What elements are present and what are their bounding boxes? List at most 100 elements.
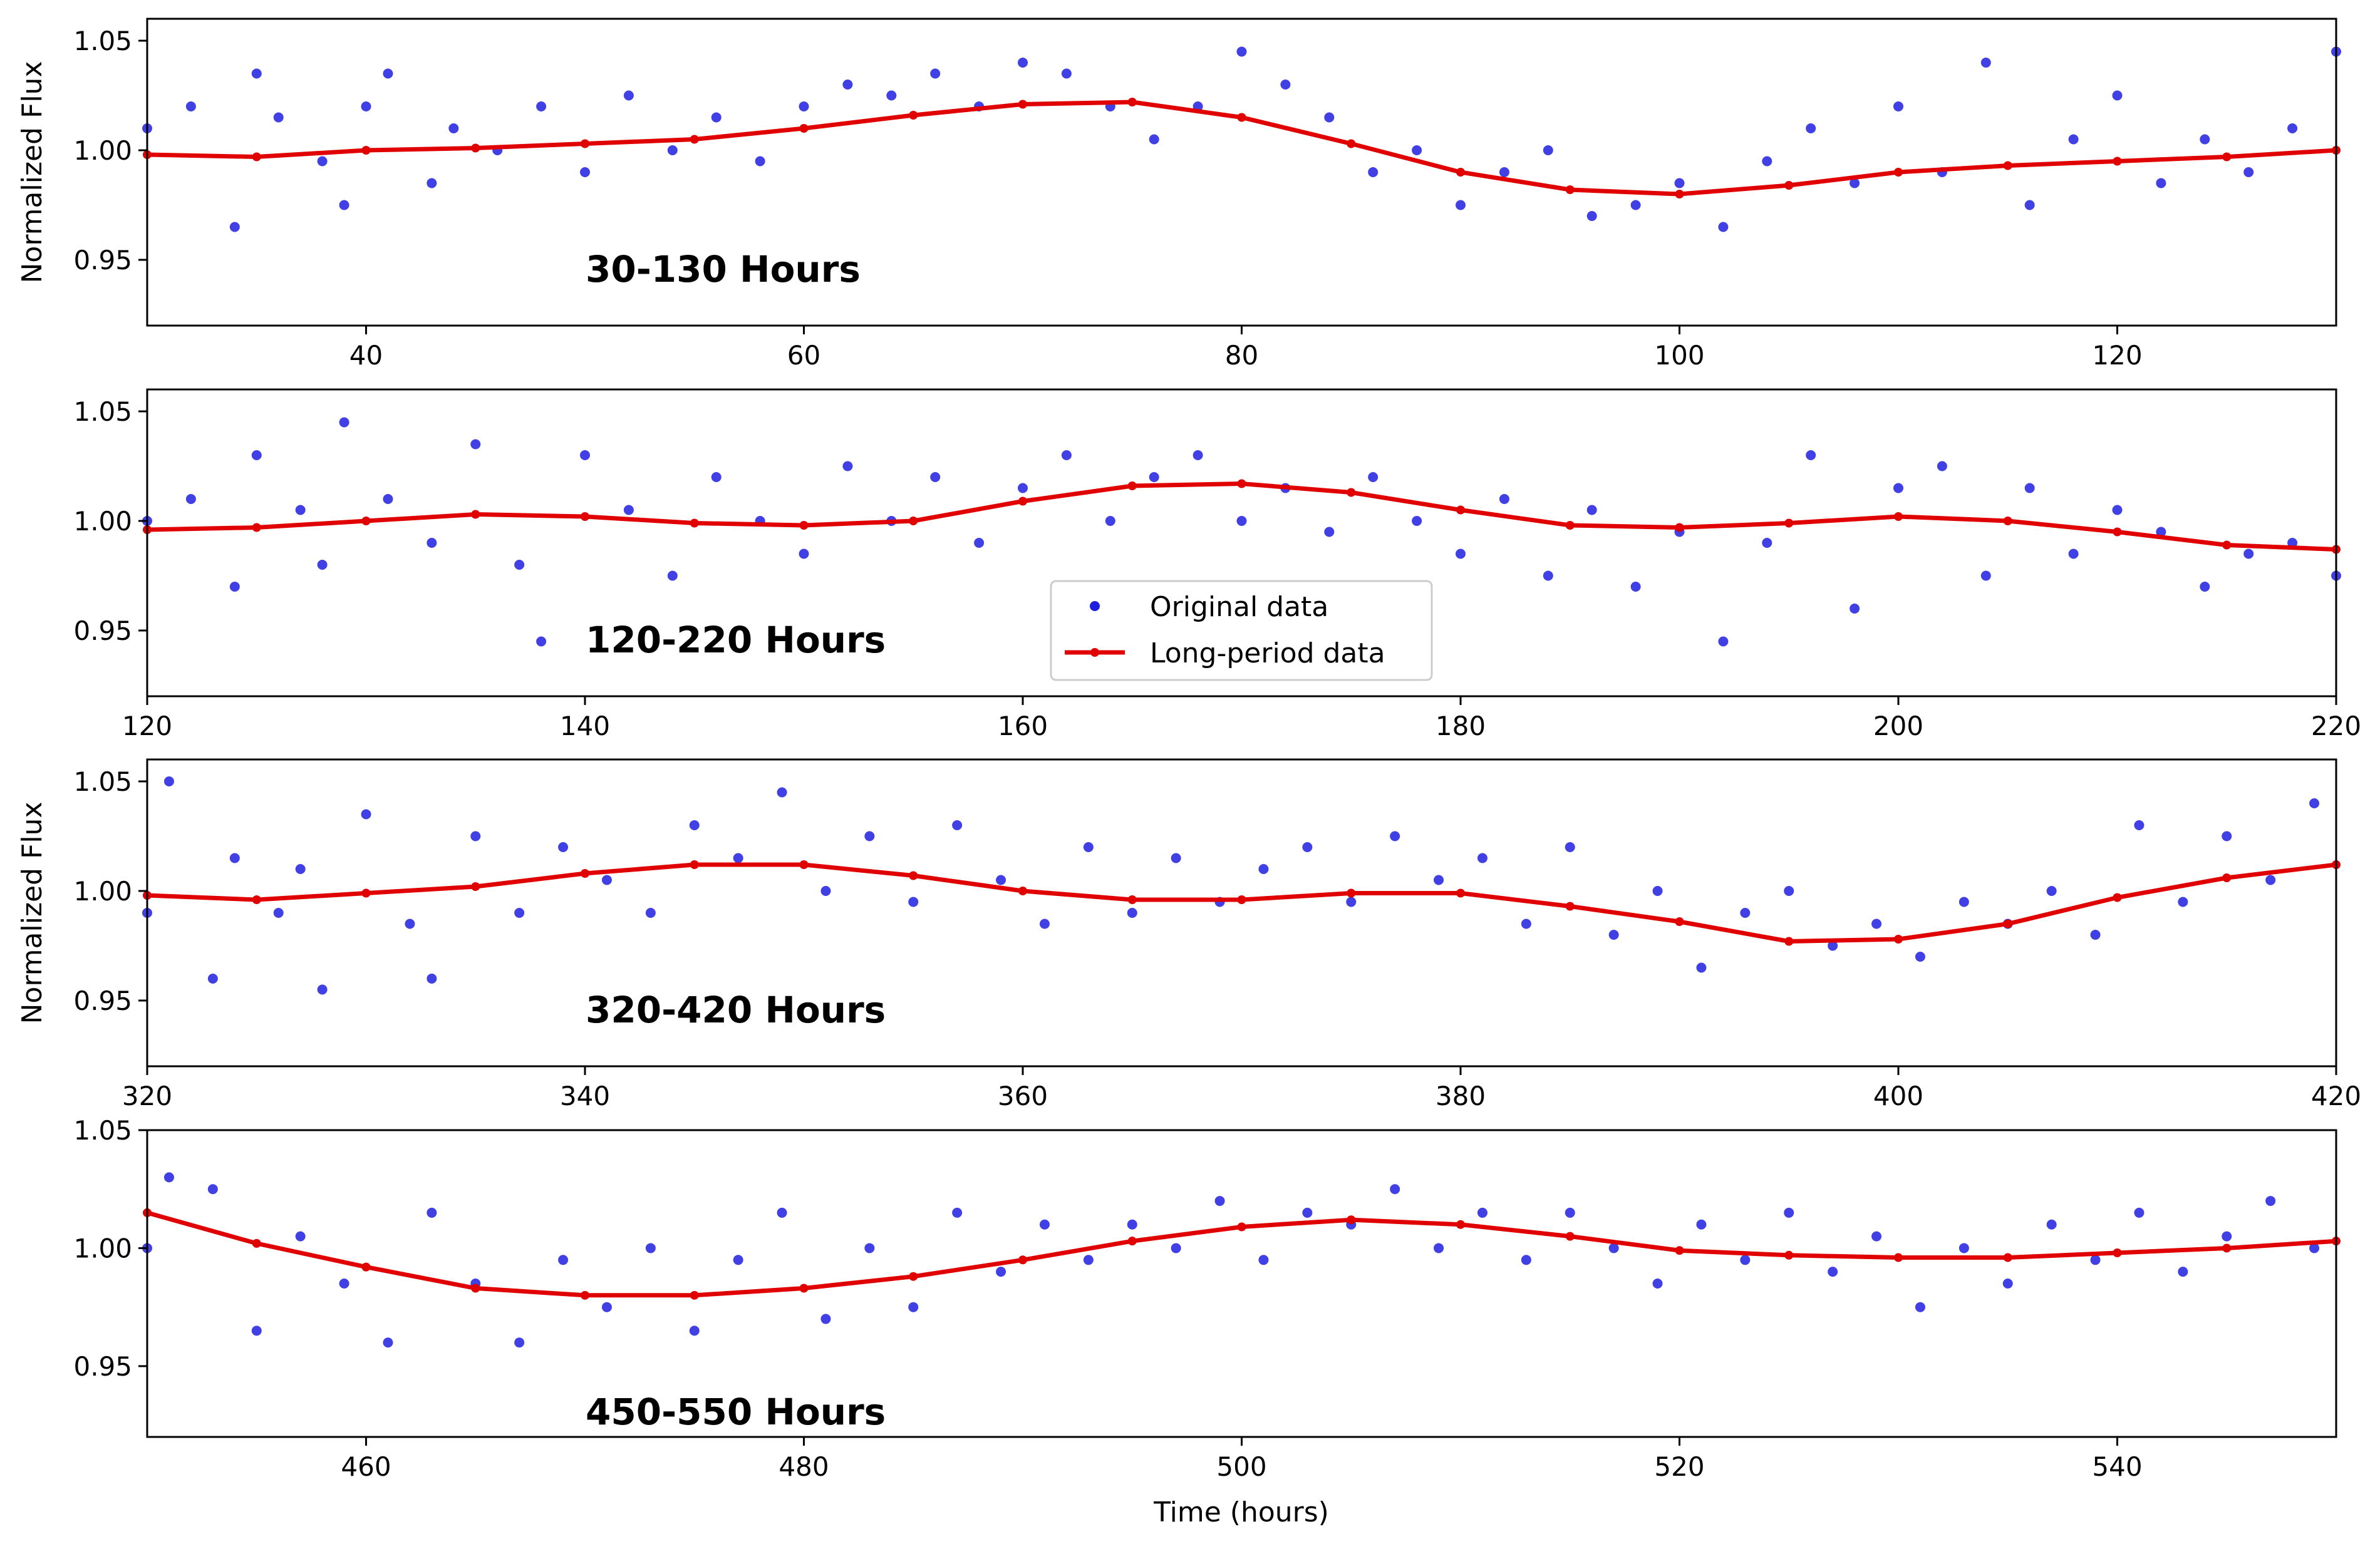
panel-4-original-data-point [1214,1196,1225,1207]
panel-3-long-period-point [1894,935,1903,944]
panel-4-original-data-point [2222,1231,2232,1242]
panel-1-original-data-point [2243,167,2254,177]
panel-3-long-period-point [1675,917,1684,926]
panel-3-original-data-point [1434,875,1444,885]
panel-1-long-period-point [2113,157,2122,166]
panel-4-long-period-point [1675,1246,1684,1255]
panel-1-original-data-point [1543,145,1553,155]
panel-3-original-data-point [908,897,919,907]
panel-3-original-data-point [361,809,371,820]
panel-2-original-data-point [251,450,262,460]
panel-3-original-data-point [777,787,787,798]
panel-2-original-data-point [842,461,853,471]
panel-2-original-data-point [1630,582,1641,592]
panel-2-original-data-point [1893,483,1903,493]
panel-1-original-data-point [1412,145,1422,155]
panel-2-long-period-point [1565,521,1575,530]
legend-original-data-label: Original data [1150,591,1328,623]
panel-1-original-data-point [185,101,196,111]
panel-2-original-data-point [185,494,196,504]
panel-4-original-data-point [601,1302,612,1312]
panel-4-xticks: 460 480 500 520 540 [341,1437,2143,1482]
panel-4-original-data-point [2309,1243,2320,1253]
panel-2-original-data-point [2112,505,2123,515]
panel-2-original-data-point [1543,570,1553,581]
panel-2-original-data-point [514,560,525,570]
panel-2-original-data-point [1061,450,1072,460]
panel-3-original-data-point [317,984,328,995]
panel-2-long-period-point [1237,479,1246,488]
panel-2-original-data-point [1499,494,1509,504]
panel-3-long-period-point [909,871,918,880]
panel-1-original-data-point [229,222,240,232]
panel-1-original-data-point [2068,134,2079,145]
panel-4-original-data-point [1127,1219,1137,1230]
panel-3-original-data-point [470,831,481,841]
panel-4-original-data-point [864,1243,875,1253]
panel-4-long-period-point [581,1290,589,1300]
panel-1: 40 60 80 100 120 0.95 1.00 1.05 30-130 Hours N… [16,18,2341,371]
panel-2-original-data-point [1193,450,1203,460]
panel-1-original-data-point [930,68,941,79]
panel-1-long-period-point [1784,181,1794,190]
panel-1-original-data-point [2287,123,2298,133]
panel-3-ytick-label: 0.95 [73,986,132,1016]
panel-1-original-data-point [1149,134,1159,145]
panel-3-original-data-point [1565,842,1575,852]
panel-3-original-data-point [1302,842,1313,852]
panel-3-xtick-label: 340 [560,1081,610,1111]
panel-4-original-data-point [1740,1255,1751,1265]
panel-2-original-data-point [1236,516,1247,526]
panel-3-original-data-point [1039,919,1050,929]
panel-3-original-data-point [689,820,700,830]
panel-3-xtick-label: 360 [998,1081,1048,1111]
panel-2-xtick-label: 160 [998,711,1048,741]
panel-1-plot-area [147,19,2336,326]
panel-2-xticks: 120 140 160 180 200 220 [122,696,2361,741]
panel-2-xtick-label: 140 [560,711,610,741]
panel-1-original-data-point [1368,167,1379,177]
panel-4-original-data-point [427,1207,437,1218]
panel-2-points [142,417,2341,647]
panel-2-original-data-point [799,548,809,559]
panel-1-xtick-label: 60 [787,340,820,371]
panel-4-original-data-point [2134,1207,2145,1218]
panel-1-original-data-point [580,167,590,177]
panel-2-xtick-label: 200 [1873,711,1923,741]
panel-2-original-data-point [580,450,590,460]
panel-1-long-period-point [1675,190,1684,198]
panel-2-long-period-point [2113,527,2122,537]
panel-4-original-data-point [2046,1219,2057,1230]
panel-3-long-period-point [799,860,809,869]
panel-4-yticks: 0.95 1.00 1.05 [73,1115,147,1382]
panel-1-original-data-point [1586,211,1597,221]
panel-4-ytick-label: 1.00 [73,1233,132,1264]
panel-3-plot-area [147,759,2336,1066]
panel-3-original-data-point [2046,886,2057,896]
panel-4-original-data-point [1958,1243,1969,1253]
panel-3-annotation: 320-420 Hours [586,989,886,1031]
panel-2-original-data-point [1105,516,1115,526]
panel-3-long-period-point [361,888,371,898]
panel-4-original-data-point [1302,1207,1313,1218]
panel-3-original-data-point [405,919,415,929]
panel-3-points [142,776,2320,995]
panel-2-original-data-point [930,472,941,482]
panel-1-original-data-point [1762,156,1772,167]
panel-3-original-data-point [864,831,875,841]
panel-2-original-data-point [2068,548,2079,559]
panel-2-xtick-label: 120 [122,711,172,741]
panel-2: 120 140 160 180 200 220 0.95 1.00 1.05 120-220 … [73,388,2361,741]
panel-3-original-data-point [1258,864,1269,874]
panel-4-original-data-point [689,1325,700,1336]
panel-2-original-data-point [1412,516,1422,526]
panel-3-long-period-point [2113,893,2122,902]
panel-4-original-data-point [1784,1207,1794,1218]
legend-long-period-marker [1090,648,1099,657]
panel-1-original-data-point [2024,200,2035,210]
panel-4-original-data-point [733,1255,743,1265]
panel-3-original-data-point [820,886,831,896]
panel-2-original-data-point [2287,538,2298,548]
panel-4-long-period-point [1127,1237,1137,1246]
